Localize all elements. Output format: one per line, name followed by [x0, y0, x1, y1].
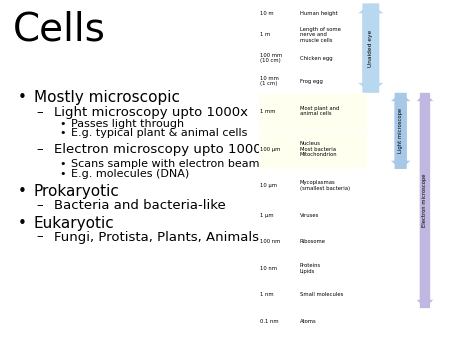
- Text: •: •: [18, 90, 27, 104]
- FancyArrow shape: [417, 93, 433, 308]
- Text: Unaided eye: Unaided eye: [368, 29, 373, 67]
- FancyArrow shape: [417, 93, 433, 308]
- Text: •: •: [59, 159, 66, 169]
- Text: Length of some
nerve and
muscle cells: Length of some nerve and muscle cells: [300, 27, 341, 43]
- Text: •: •: [59, 119, 66, 129]
- Text: Prokaryotic: Prokaryotic: [34, 184, 120, 199]
- Text: Bacteria and bacteria-like: Bacteria and bacteria-like: [54, 199, 226, 212]
- Text: Chicken egg: Chicken egg: [300, 55, 333, 61]
- Text: •: •: [59, 169, 66, 179]
- Text: –: –: [36, 199, 43, 212]
- Text: Scans sample with electron beam: Scans sample with electron beam: [71, 159, 260, 169]
- Text: –: –: [36, 231, 43, 243]
- Text: 100 mm
(10 cm): 100 mm (10 cm): [260, 53, 282, 63]
- Text: Electron microscopy upto 100000x: Electron microscopy upto 100000x: [54, 143, 287, 155]
- Text: 10 μm: 10 μm: [260, 183, 277, 188]
- Text: Fungi, Protista, Plants, Animals: Fungi, Protista, Plants, Animals: [54, 231, 259, 243]
- Text: Light microscopy upto 1000x: Light microscopy upto 1000x: [54, 106, 248, 119]
- Text: Most plant and
animal cells: Most plant and animal cells: [300, 106, 339, 116]
- Text: –: –: [36, 143, 43, 155]
- Text: 0.1 nm: 0.1 nm: [260, 319, 278, 324]
- Text: Small molecules: Small molecules: [300, 292, 343, 297]
- Text: E.g. molecules (DNA): E.g. molecules (DNA): [71, 169, 189, 179]
- Text: 100 nm: 100 nm: [260, 239, 280, 244]
- Text: •: •: [18, 184, 27, 199]
- Text: Ribosome: Ribosome: [300, 239, 326, 244]
- Text: Nucleus
Most bacteria
Mitochondrion: Nucleus Most bacteria Mitochondrion: [300, 141, 338, 157]
- FancyArrow shape: [391, 93, 410, 169]
- Text: 1 μm: 1 μm: [260, 213, 273, 218]
- Text: 10 m: 10 m: [260, 11, 273, 16]
- Text: Electron microscope: Electron microscope: [423, 174, 427, 227]
- Text: Mycoplasmas
(smallest bacteria): Mycoplasmas (smallest bacteria): [300, 180, 350, 191]
- Text: Viruses: Viruses: [300, 213, 319, 218]
- Text: 1 mm: 1 mm: [260, 108, 275, 114]
- Text: Passes light through: Passes light through: [71, 119, 184, 129]
- Text: 1 nm: 1 nm: [260, 292, 273, 297]
- Text: Cells: Cells: [13, 10, 106, 48]
- Text: E.g. typical plant & animal cells: E.g. typical plant & animal cells: [71, 128, 248, 138]
- FancyArrow shape: [358, 3, 383, 93]
- Text: Atoms: Atoms: [300, 319, 317, 324]
- Text: 10 mm
(1 cm): 10 mm (1 cm): [260, 76, 279, 87]
- Text: Proteins
Lipids: Proteins Lipids: [300, 263, 321, 273]
- Text: •: •: [59, 128, 66, 138]
- Text: Frog egg: Frog egg: [300, 79, 323, 84]
- Text: Light microscope: Light microscope: [398, 108, 403, 153]
- Text: 1 m: 1 m: [260, 32, 270, 37]
- Text: Human height: Human height: [300, 11, 338, 16]
- Text: –: –: [36, 106, 43, 119]
- FancyArrow shape: [358, 3, 383, 93]
- Text: 100 μm: 100 μm: [260, 147, 280, 152]
- FancyArrow shape: [391, 93, 410, 169]
- Text: 10 nm: 10 nm: [260, 266, 277, 271]
- Text: •: •: [18, 216, 27, 231]
- Bar: [259, 93, 367, 169]
- Text: Mostly microscopic: Mostly microscopic: [34, 90, 180, 104]
- Text: Eukaryotic: Eukaryotic: [34, 216, 114, 231]
